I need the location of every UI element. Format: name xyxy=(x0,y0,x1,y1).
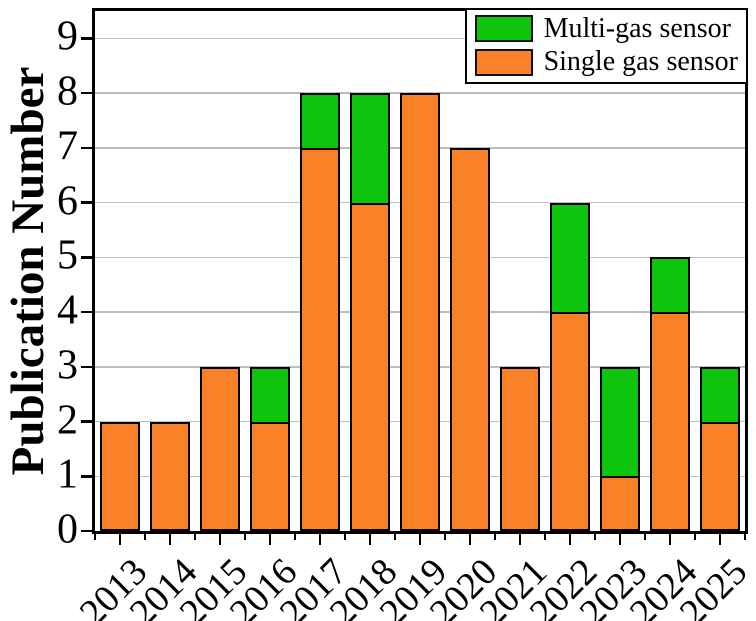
bar-2018 xyxy=(350,93,390,531)
x-minor-tick-11 xyxy=(644,534,646,540)
x-minor-tick-12 xyxy=(694,534,696,540)
bar-segment-2017-multi xyxy=(300,93,340,150)
y-tick-label-2: 2 xyxy=(57,396,78,443)
legend-item: Multi-gas sensor xyxy=(474,13,738,44)
legend-label: Single gas sensor xyxy=(543,46,738,78)
y-tick-7 xyxy=(81,146,92,150)
bar-segment-2024-single xyxy=(650,312,690,531)
bar-segment-2016-single xyxy=(250,421,290,531)
y-tick-0 xyxy=(81,529,92,533)
x-tick-2016 xyxy=(268,534,272,545)
y-tick-label-5: 5 xyxy=(57,232,78,279)
x-tick-2022 xyxy=(568,534,572,545)
x-tick-2024 xyxy=(668,534,672,545)
bar-segment-2021-single xyxy=(500,366,540,531)
y-tick-label-3: 3 xyxy=(57,342,78,389)
x-minor-tick-8 xyxy=(494,534,496,540)
y-tick-label-1: 1 xyxy=(57,451,78,498)
legend: Multi-gas sensor Single gas sensor xyxy=(464,8,748,84)
bar-2015 xyxy=(200,366,240,531)
bar-2014 xyxy=(150,421,190,531)
bar-segment-2025-multi xyxy=(700,366,740,424)
bar-segment-2020-single xyxy=(450,147,490,531)
y-tick-label-8: 8 xyxy=(57,68,78,115)
x-tick-2014 xyxy=(168,534,172,545)
bar-segment-2025-single xyxy=(700,421,740,531)
legend-item: Single gas sensor xyxy=(474,46,738,78)
x-minor-tick-5 xyxy=(344,534,346,540)
x-minor-tick-10 xyxy=(594,534,596,540)
x-minor-tick-6 xyxy=(394,534,396,540)
x-minor-tick-1 xyxy=(144,534,146,540)
gridline-y9 xyxy=(95,37,745,40)
x-tick-2018 xyxy=(368,534,372,545)
x-minor-tick-2 xyxy=(194,534,196,540)
x-tick-2021 xyxy=(518,534,522,545)
x-tick-2023 xyxy=(618,534,622,545)
y-tick-4 xyxy=(81,310,92,314)
bar-segment-2014-single xyxy=(150,421,190,531)
y-tick-label-9: 9 xyxy=(57,13,78,60)
bars-layer xyxy=(95,11,745,531)
y-tick-9 xyxy=(81,37,92,40)
bar-2017 xyxy=(300,93,340,531)
bar-2021 xyxy=(500,366,540,531)
x-minor-tick-0 xyxy=(94,534,96,540)
bar-2020 xyxy=(450,147,490,531)
bar-2013 xyxy=(100,421,140,531)
x-tick-2020 xyxy=(468,534,472,545)
bar-segment-2013-single xyxy=(100,421,140,531)
bar-segment-2024-multi xyxy=(650,257,690,315)
bar-2023 xyxy=(600,366,640,531)
y-tick-label-7: 7 xyxy=(57,123,78,170)
x-tick-2013 xyxy=(118,534,122,545)
x-tick-2025 xyxy=(718,534,722,545)
bar-2025 xyxy=(700,366,740,531)
bar-segment-2019-single xyxy=(400,93,440,531)
y-tick-label-4: 4 xyxy=(57,287,78,334)
y-tick-2 xyxy=(81,420,92,423)
bar-2019 xyxy=(400,93,440,531)
bar-2016 xyxy=(250,366,290,531)
x-minor-tick-9 xyxy=(544,534,546,540)
bar-segment-2023-single xyxy=(600,476,640,531)
bar-segment-2023-multi xyxy=(600,366,640,479)
y-tick-1 xyxy=(81,475,92,478)
x-tick-2019 xyxy=(418,534,422,545)
y-tick-5 xyxy=(81,256,92,259)
bar-segment-2022-single xyxy=(550,312,590,531)
bar-segment-2016-multi xyxy=(250,366,290,424)
bar-2024 xyxy=(650,257,690,531)
bar-segment-2018-single xyxy=(350,202,390,531)
plot-area: Multi-gas sensor Single gas sensor xyxy=(92,8,748,534)
y-tick-3 xyxy=(81,365,92,369)
x-minor-tick-13 xyxy=(744,534,746,540)
bar-segment-2018-multi xyxy=(350,93,390,205)
x-minor-tick-3 xyxy=(244,534,246,540)
bar-2022 xyxy=(550,202,590,531)
y-tick-label-0: 0 xyxy=(57,506,78,553)
x-minor-tick-7 xyxy=(444,534,446,540)
bar-segment-2017-single xyxy=(300,147,340,531)
y-tick-8 xyxy=(81,91,92,95)
y-tick-6 xyxy=(81,201,92,204)
bar-segment-2022-multi xyxy=(550,202,590,315)
x-minor-tick-4 xyxy=(294,534,296,540)
bar-segment-2015-single xyxy=(200,366,240,531)
x-tick-2015 xyxy=(218,534,222,545)
legend-swatch-multi-gas xyxy=(474,15,533,43)
legend-swatch-single-gas xyxy=(474,48,533,76)
x-tick-2017 xyxy=(318,534,322,545)
y-tick-label-6: 6 xyxy=(57,177,78,224)
legend-label: Multi-gas sensor xyxy=(543,13,731,44)
